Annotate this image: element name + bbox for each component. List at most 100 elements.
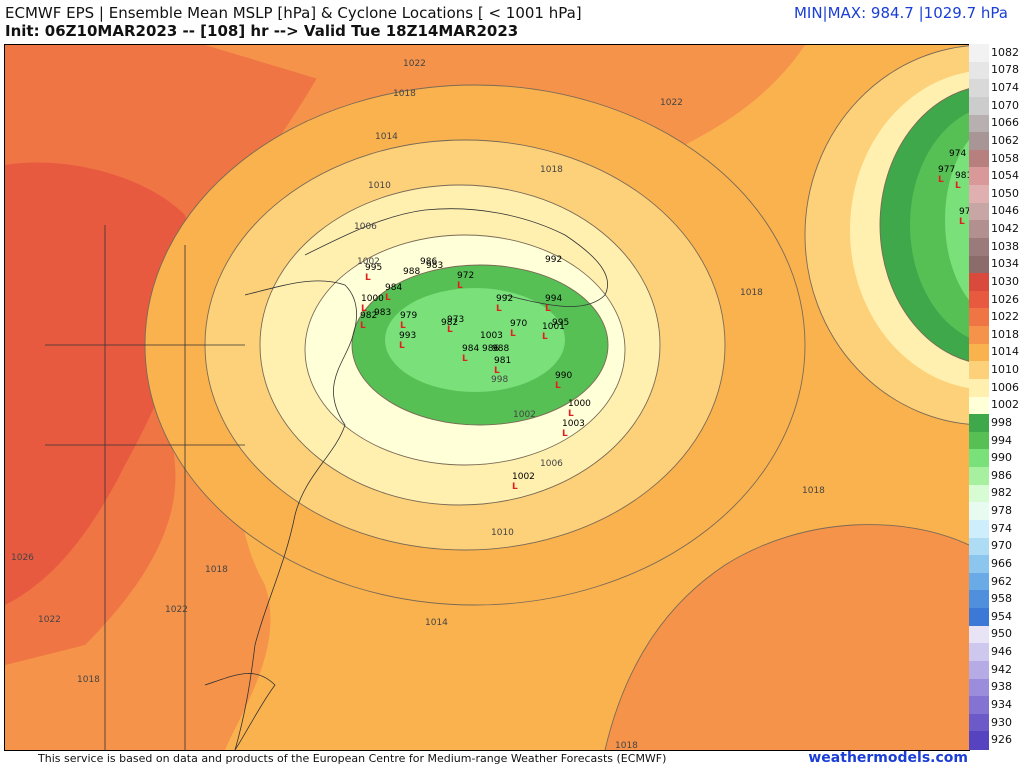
east-low-990 — [945, 140, 969, 300]
cyclone-value: 981 — [494, 356, 512, 366]
cyclone-value: 1003 — [562, 419, 585, 429]
low-symbol-icon: L — [457, 281, 463, 291]
cyclone-marker: 970 L — [510, 319, 527, 339]
pressure-band-994 — [385, 288, 565, 392]
colorbar-label: 986 — [991, 468, 1012, 482]
cyclone-value: 984 — [462, 344, 480, 354]
low-symbol-icon: L — [568, 409, 574, 419]
colorbar-label: 1082 — [991, 45, 1019, 59]
colorbar-swatch — [969, 625, 989, 644]
isobar-line — [304, 234, 626, 466]
colorbar-swatch — [969, 202, 989, 221]
state-borders — [45, 225, 245, 750]
east-coast-line — [234, 280, 357, 750]
cyclone-marker: 1003 L — [562, 419, 585, 439]
colorbar-swatch — [969, 396, 989, 415]
colorbar-swatch — [969, 484, 989, 503]
low-symbol-icon: L — [955, 181, 961, 191]
low-symbol-icon: L — [555, 381, 561, 391]
colorbar-swatch — [969, 555, 989, 574]
low-symbol-icon: L — [512, 482, 518, 492]
colorbar-swatch — [969, 361, 989, 380]
colorbar-swatch — [969, 678, 989, 697]
cyclone-value: 970 — [510, 319, 528, 329]
low-symbol-icon: L — [365, 273, 371, 283]
colorbar-label: 998 — [991, 415, 1012, 429]
isobar-label: 1014 — [375, 132, 398, 142]
colorbar-swatch — [969, 185, 989, 204]
colorbar-label: 1010 — [991, 363, 1019, 377]
cyclone-value: 984 — [385, 283, 403, 293]
cyclone-value: 1001 — [542, 322, 565, 332]
colorbar-swatch — [969, 343, 989, 362]
colorbar-label: 1026 — [991, 292, 1019, 306]
florida-line — [204, 673, 276, 750]
low-symbol-icon: L — [545, 304, 551, 314]
cyclone-value: 986 — [420, 257, 438, 267]
low-symbol-icon: L — [399, 341, 405, 351]
cyclone-marker: 1001 L — [542, 322, 565, 342]
isobar-label: 1022 — [660, 98, 683, 108]
coastlines — [45, 208, 608, 750]
pressure-colorbar: 1082 1078 1074 1070 1066 1062 1058 1054 1050 1046… — [969, 44, 1024, 750]
colorbar-swatch — [969, 696, 989, 715]
colorbar-swatch — [969, 326, 989, 345]
low-symbol-icon: L — [542, 332, 548, 342]
colorbar-label: 1078 — [991, 63, 1019, 77]
map-canvas — [5, 45, 969, 750]
cyclone-value: 973 — [447, 315, 465, 325]
isobar-label: 1018 — [205, 565, 228, 575]
colorbar-label: 946 — [991, 645, 1012, 659]
cyclone-value: 972 — [457, 271, 475, 281]
colorbar-swatch — [969, 149, 989, 168]
colorbar-label: 1022 — [991, 310, 1019, 324]
colorbar-label: 974 — [991, 521, 1012, 535]
cyclone-value: 1000 — [361, 294, 384, 304]
colorbar-label: 1050 — [991, 186, 1019, 200]
colorbar-swatch — [969, 237, 989, 256]
colorbar-label: 934 — [991, 697, 1012, 711]
cyclone-value: 992 — [496, 294, 514, 304]
low-symbol-icon: L — [562, 429, 568, 439]
isobar-label: 1018 — [77, 675, 100, 685]
isobar-label: 1022 — [38, 615, 61, 625]
colorbar-swatch — [969, 608, 989, 627]
cyclone-value: 988 — [403, 267, 421, 277]
colorbar-label: 1018 — [991, 327, 1019, 341]
colorbar-label: 1062 — [991, 133, 1019, 147]
cyclone-marker: 982 L — [360, 311, 377, 331]
colorbar-label: 938 — [991, 680, 1012, 694]
colorbar-label: 950 — [991, 627, 1012, 641]
colorbar-swatch — [969, 220, 989, 239]
isobar-label: 1018 — [615, 741, 638, 751]
cyclone-value: 990 — [555, 371, 573, 381]
colorbar-label: 1034 — [991, 257, 1019, 271]
colorbar-swatch — [969, 255, 989, 274]
cyclone-marker: 983 — [426, 261, 443, 271]
cyclone-marker: 986 — [482, 344, 499, 354]
low-symbol-icon: L — [361, 304, 367, 314]
cyclone-value: 977 — [938, 165, 956, 175]
cyclone-value: 1002 — [512, 472, 535, 482]
colorbar-label: 958 — [991, 592, 1012, 606]
colorbar-label: 1002 — [991, 398, 1019, 412]
cyclone-value: 979 — [959, 207, 970, 217]
colorbar-swatch — [969, 414, 989, 433]
colorbar-label: 982 — [991, 486, 1012, 500]
site-link[interactable]: weathermodels.com — [808, 750, 968, 766]
isobar-label: 1018 — [740, 288, 763, 298]
colorbar-swatch — [969, 572, 989, 591]
cyclone-value: 995 — [365, 263, 383, 273]
cyclone-value: 995 — [552, 318, 570, 328]
cyclone-value: 982 — [360, 311, 378, 321]
colorbar-label: 1030 — [991, 274, 1019, 288]
isobar-label: 1014 — [425, 618, 448, 628]
colorbar-swatch — [969, 519, 989, 538]
colorbar-label: 942 — [991, 662, 1012, 676]
isobar-label: 1002 — [513, 410, 536, 420]
colorbar-label: 978 — [991, 504, 1012, 518]
cyclone-marker: 972 L — [457, 271, 474, 291]
